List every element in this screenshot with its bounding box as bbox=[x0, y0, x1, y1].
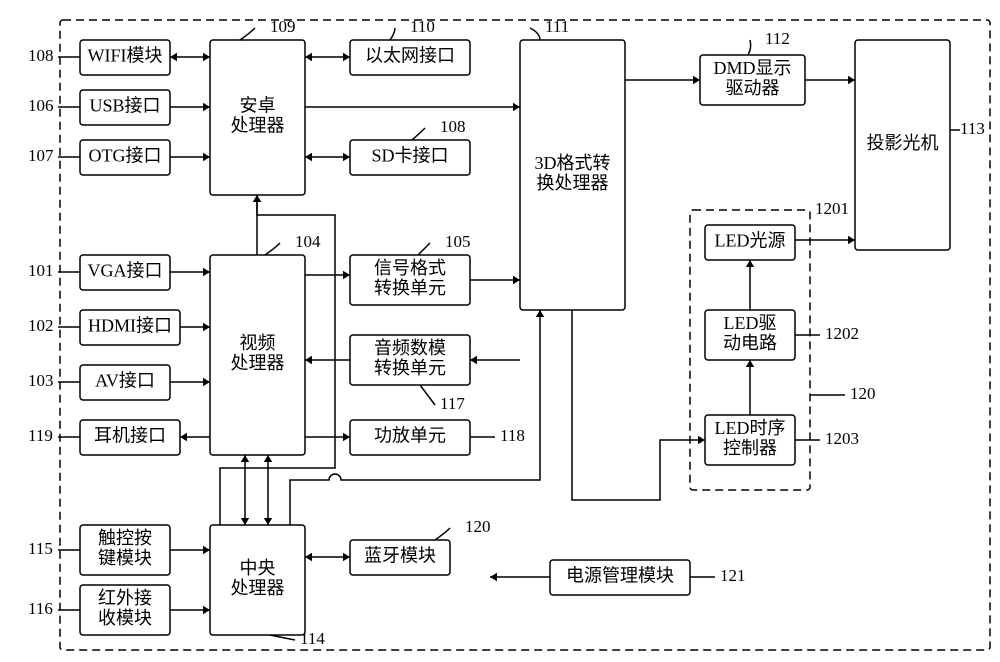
label-b1202-1: 动电路 bbox=[723, 333, 777, 353]
label-b121-0: 电源管理模块 bbox=[566, 566, 674, 586]
label-b1203-0: LED时序 bbox=[715, 418, 786, 438]
ref-115: 115 bbox=[28, 539, 53, 558]
label-b119-0: 耳机接口 bbox=[94, 426, 166, 446]
label-b105-0: 信号格式 bbox=[374, 258, 446, 278]
ref-116: 116 bbox=[28, 599, 53, 618]
ref-120bt: 120 bbox=[465, 517, 491, 536]
label-b107-0: OTG接口 bbox=[89, 146, 162, 166]
label-b1201-0: LED光源 bbox=[715, 231, 786, 251]
label-b110-0: 以太网接口 bbox=[365, 46, 455, 66]
label-b113-0: 投影光机 bbox=[867, 133, 939, 153]
label-b111-0: 3D格式转 bbox=[535, 153, 611, 173]
ref-1202: 1202 bbox=[825, 324, 859, 343]
ref-121: 121 bbox=[720, 566, 746, 585]
ref-109: 109 bbox=[270, 17, 296, 36]
label-b115-0: 触控按 bbox=[98, 528, 152, 548]
label-b109-0: 安卓 bbox=[240, 96, 276, 116]
ref-1203: 1203 bbox=[825, 429, 859, 448]
label-b118-0: 功放单元 bbox=[374, 426, 446, 446]
label-b117-0: 音频数模 bbox=[374, 338, 446, 358]
label-b112-1: 驱动器 bbox=[726, 78, 780, 98]
label-b106-0: USB接口 bbox=[89, 96, 160, 116]
label-b108-0: WIFI模块 bbox=[88, 46, 163, 66]
label-b120-0: 蓝牙模块 bbox=[364, 546, 436, 566]
ref-119: 119 bbox=[28, 426, 53, 445]
ref-117: 117 bbox=[440, 394, 465, 413]
label-b111-1: 换处理器 bbox=[537, 173, 609, 193]
label-b104-1: 处理器 bbox=[231, 353, 285, 373]
ref-102: 102 bbox=[28, 316, 54, 335]
label-b1203-1: 控制器 bbox=[723, 438, 777, 458]
label-b101-0: VGA接口 bbox=[88, 261, 163, 281]
ref-112: 112 bbox=[765, 29, 790, 48]
label-b103-0: AV接口 bbox=[95, 371, 155, 391]
ref-107: 107 bbox=[28, 146, 54, 165]
label-b112-0: DMD显示 bbox=[713, 58, 791, 78]
label-b114-0: 中央 bbox=[240, 558, 276, 578]
ref-120g: 120 bbox=[850, 384, 876, 403]
label-b109-1: 处理器 bbox=[231, 116, 285, 136]
ref-105: 105 bbox=[445, 232, 471, 251]
label-b108b-0: SD卡接口 bbox=[371, 146, 448, 166]
ref-106: 106 bbox=[28, 96, 54, 115]
ref-101: 101 bbox=[28, 261, 54, 280]
label-b104-0: 视频 bbox=[240, 333, 276, 353]
ref-103: 103 bbox=[28, 371, 54, 390]
label-b1202-0: LED驱 bbox=[724, 313, 777, 333]
ref-118: 118 bbox=[500, 426, 525, 445]
label-b116-0: 红外接 bbox=[98, 588, 152, 608]
ref-108: 108 bbox=[28, 46, 54, 65]
label-b117-1: 转换单元 bbox=[374, 358, 446, 378]
diagram-canvas: WIFI模块USB接口OTG接口安卓处理器以太网接口SD卡接口3D格式转换处理器… bbox=[0, 0, 1000, 662]
ref-1201: 1201 bbox=[815, 199, 849, 218]
label-b114-1: 处理器 bbox=[231, 578, 285, 598]
ref-108b: 108 bbox=[440, 117, 466, 136]
ref-104: 104 bbox=[295, 232, 321, 251]
label-b116-1: 收模块 bbox=[98, 608, 152, 628]
ref-114: 114 bbox=[300, 629, 325, 648]
label-b105-1: 转换单元 bbox=[374, 278, 446, 298]
label-b115-1: 键模块 bbox=[98, 548, 152, 568]
ref-113: 113 bbox=[960, 119, 985, 138]
ref-110: 110 bbox=[410, 17, 435, 36]
ref-111: 111 bbox=[545, 17, 569, 36]
label-b102-0: HDMI接口 bbox=[88, 316, 172, 336]
